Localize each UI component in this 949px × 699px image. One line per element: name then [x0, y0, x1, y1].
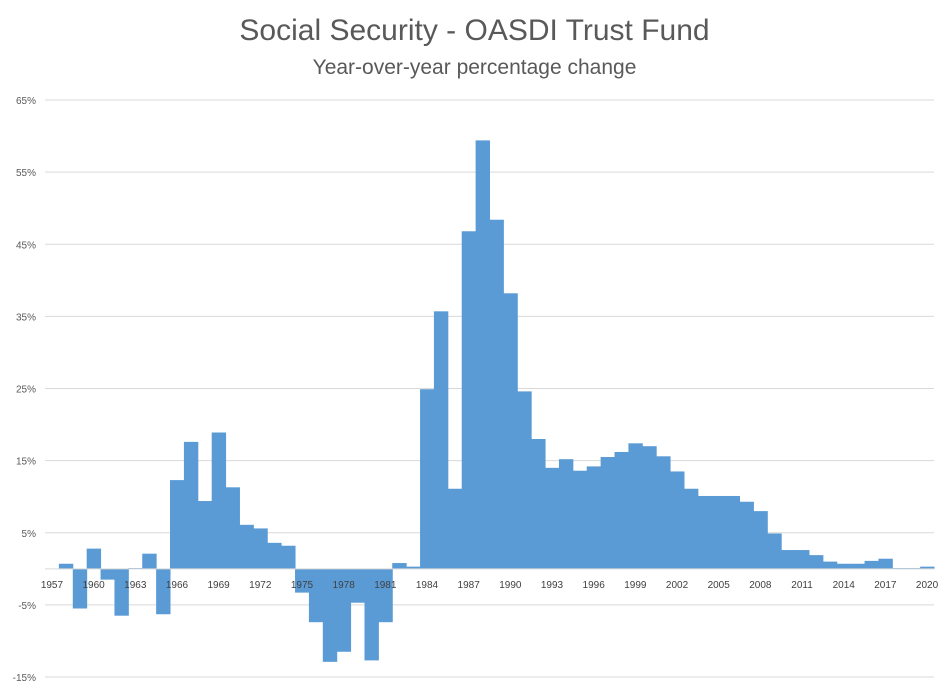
bar-1994 [558, 459, 574, 569]
bar-1980 [364, 568, 379, 661]
bar-1962 [114, 568, 129, 616]
bar-1988 [475, 140, 490, 569]
x-tick-label: 1969 [208, 580, 231, 591]
x-tick-label: 2017 [874, 580, 897, 591]
x-tick-label: 1972 [249, 580, 272, 591]
bar-1966 [170, 480, 185, 569]
y-tick-label: 25% [16, 385, 36, 396]
bar-1993 [545, 467, 560, 569]
bar-1991 [517, 391, 532, 569]
bar-1997 [600, 457, 616, 569]
y-tick-label: 35% [16, 312, 36, 323]
y-tick-label: 65% [16, 96, 36, 107]
bar-2003 [683, 488, 699, 569]
bar-1989 [489, 219, 504, 569]
bar-1985 [433, 311, 449, 569]
bar-2001 [656, 456, 671, 569]
bar-2000 [642, 446, 657, 569]
bar-2015 [850, 563, 866, 569]
bar-1976 [308, 568, 324, 623]
x-axis: 1957 1960 1963 1966 1969 1972 1975 1978 1981 1984… [41, 580, 939, 591]
y-tick-label: 55% [16, 168, 36, 179]
bar-2011 [795, 550, 810, 569]
bars [58, 140, 935, 662]
bar-2014 [836, 563, 852, 569]
bar-1990 [503, 293, 518, 569]
bar-1995 [572, 470, 588, 569]
bar-2016 [864, 560, 879, 569]
bar-1982 [392, 563, 407, 569]
x-tick-label: 1993 [541, 580, 564, 591]
bar-1973 [267, 542, 282, 569]
bar-1972 [253, 528, 268, 569]
bar-2010 [781, 550, 796, 569]
bar-1981 [378, 568, 393, 623]
bar-1987 [461, 231, 477, 569]
bar-2009 [767, 533, 782, 569]
bar-1960 [86, 548, 102, 569]
bar-1959 [72, 568, 88, 609]
x-tick-label: 1966 [166, 580, 189, 591]
bar-1968 [197, 501, 213, 569]
bar-1983 [406, 566, 421, 569]
bar-1984 [420, 389, 435, 569]
x-tick-label: 2008 [749, 580, 772, 591]
bar-1979 [350, 568, 365, 603]
x-tick-label: 1987 [458, 580, 481, 591]
y-tick-label: 5% [22, 529, 37, 540]
bar-2012 [808, 555, 824, 569]
bar-1970 [225, 487, 240, 569]
x-tick-label: 1957 [41, 580, 64, 591]
bar-1977 [322, 568, 338, 662]
bar-1961 [100, 568, 115, 580]
x-tick-label: 1990 [499, 580, 522, 591]
x-tick-label: 1984 [416, 580, 439, 591]
x-tick-label: 2014 [833, 580, 856, 591]
x-tick-label: 1981 [374, 580, 397, 591]
bar-1969 [211, 432, 227, 569]
bar-1964 [142, 553, 157, 569]
x-tick-label: 1975 [291, 580, 314, 591]
bar-2004 [697, 495, 713, 569]
bar-1996 [586, 466, 602, 569]
x-tick-label: 1999 [624, 580, 647, 591]
x-tick-label: 2011 [791, 580, 813, 591]
bar-2008 [753, 511, 768, 569]
y-tick-label: 15% [16, 457, 36, 468]
bar-1971 [239, 524, 254, 569]
bar-2017 [878, 558, 893, 569]
bar-2013 [822, 561, 838, 569]
bar-1992 [531, 438, 546, 569]
x-tick-label: 1996 [583, 580, 606, 591]
bar-1999 [628, 443, 643, 569]
bar-1958 [58, 563, 74, 569]
bar-2020 [920, 566, 935, 569]
bar-1965 [156, 568, 171, 615]
bar-1967 [183, 441, 199, 569]
chart-title: Social Security - OASDI Trust Fund [239, 14, 710, 47]
x-tick-label: 1963 [124, 580, 147, 591]
bar-2002 [670, 471, 685, 569]
x-tick-label: 2020 [916, 580, 939, 591]
bar-2006 [725, 495, 741, 569]
bar-1998 [614, 451, 629, 569]
y-tick-label: 45% [16, 240, 36, 251]
x-tick-label: 2005 [708, 580, 731, 591]
y-tick-label: -15% [13, 673, 36, 684]
bar-1986 [447, 488, 463, 569]
chart-subtitle: Year-over-year percentage change [312, 56, 637, 79]
bar-2005 [711, 495, 727, 569]
bar-1978 [336, 568, 352, 652]
y-axis: -15% -5% 5% 15% 25% 35% 45% 55% 65% [13, 96, 36, 684]
y-tick-label: -5% [18, 601, 36, 612]
bar-2007 [739, 501, 754, 569]
bar-1975 [295, 568, 310, 593]
x-tick-label: 2002 [666, 580, 689, 591]
bar-1974 [281, 545, 296, 569]
x-tick-label: 1978 [333, 580, 356, 591]
x-tick-label: 1960 [82, 580, 105, 591]
